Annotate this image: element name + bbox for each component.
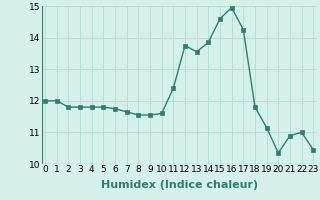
X-axis label: Humidex (Indice chaleur): Humidex (Indice chaleur) (100, 180, 258, 190)
